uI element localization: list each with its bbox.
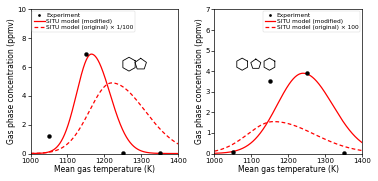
Point — [46, 135, 52, 138]
Point — [304, 72, 310, 75]
Point — [156, 152, 163, 155]
X-axis label: Mean gas temperature (K): Mean gas temperature (K) — [238, 165, 339, 174]
Legend: Experiment, SITU model (modified), SITU model (original) × 1/100: Experiment, SITU model (modified), SITU … — [32, 11, 135, 32]
X-axis label: Mean gas temperature (K): Mean gas temperature (K) — [54, 165, 155, 174]
Y-axis label: Gas phase concentration (ppmv): Gas phase concentration (ppmv) — [7, 19, 16, 144]
Point — [83, 53, 89, 56]
Y-axis label: Gas phase concentration (ppmv): Gas phase concentration (ppmv) — [195, 19, 204, 144]
Point — [120, 152, 126, 155]
Point — [341, 152, 347, 155]
Point — [267, 80, 273, 83]
Point — [230, 151, 236, 154]
Legend: Experiment, SITU model (modified), SITU model (original) × 100: Experiment, SITU model (modified), SITU … — [263, 11, 360, 32]
